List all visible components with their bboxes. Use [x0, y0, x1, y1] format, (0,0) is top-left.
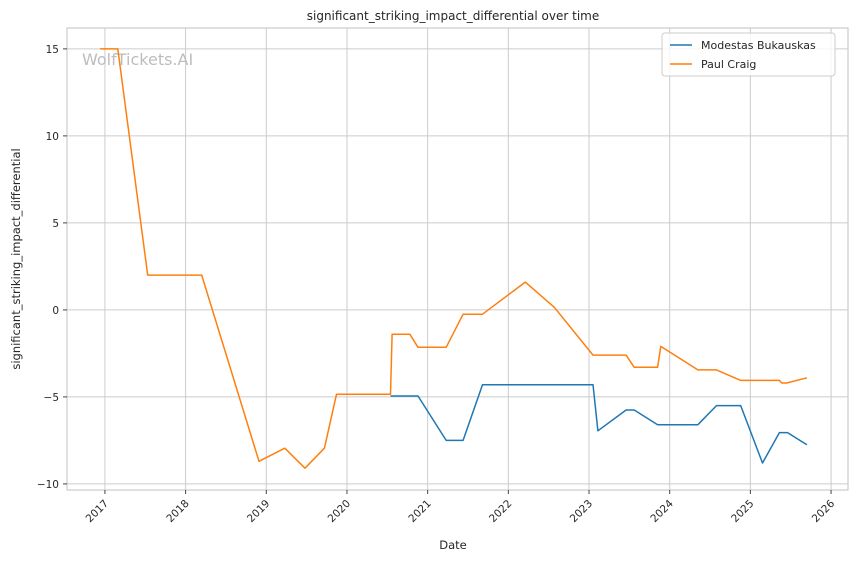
- legend-box: [661, 32, 836, 77]
- chart-title: significant_striking_impact_differential…: [307, 9, 599, 23]
- y-tick-label: 5: [52, 218, 59, 230]
- x-tick-label: 2021: [406, 498, 433, 525]
- x-tick-label: 2024: [648, 497, 676, 525]
- ticks: 2017 2018 2019 2020 2021 2022 2023 2024 2025 2026…: [37, 44, 838, 525]
- plot-frame: [66, 27, 849, 491]
- watermark: WolfTickets.AI: [82, 50, 193, 69]
- legend: Modestas Bukauskas Paul Craig: [661, 32, 836, 77]
- grid: [67, 28, 848, 490]
- x-tick-label: 2022: [487, 498, 514, 525]
- legend-label-paul-craig: Paul Craig: [701, 58, 756, 71]
- series-line-paul-craig: [100, 48, 808, 469]
- y-tick-label: −10: [37, 479, 59, 491]
- x-tick-label: 2025: [729, 498, 756, 525]
- y-tick-label: 0: [52, 305, 59, 317]
- series-line-modestas-bukauskas: [390, 383, 808, 464]
- x-tick-label: 2023: [568, 498, 595, 525]
- y-tick-label: 10: [46, 131, 59, 143]
- y-axis-label: significant_striking_impact_differential: [9, 148, 23, 369]
- x-tick-label: 2020: [326, 498, 353, 525]
- x-axis-label: Date: [439, 538, 467, 552]
- legend-label-modestas-bukauskas: Modestas Bukauskas: [701, 39, 816, 52]
- x-tick-label: 2019: [245, 498, 272, 525]
- x-tick-label: 2026: [810, 497, 838, 525]
- x-tick-label: 2017: [84, 498, 111, 525]
- y-tick-label: −5: [44, 392, 59, 404]
- series-group: [100, 48, 808, 469]
- y-tick-label: 15: [46, 44, 59, 56]
- x-tick-label: 2018: [164, 498, 191, 525]
